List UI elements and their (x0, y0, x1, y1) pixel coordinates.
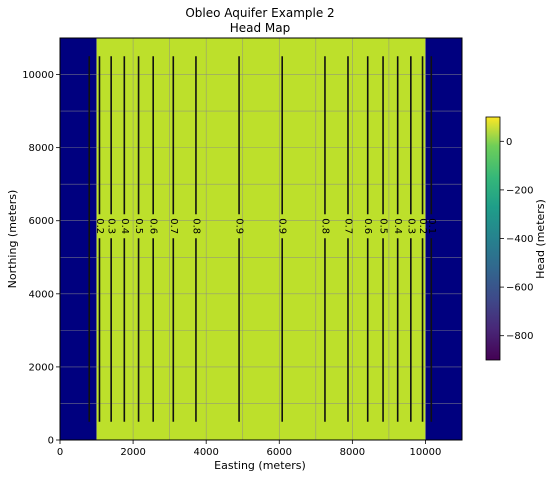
colorbar-label: Head (meters) (534, 199, 547, 279)
x-axis-label: Easting (meters) (214, 459, 306, 472)
contour-label: 0.6 (362, 218, 373, 234)
plot-frame (59, 37, 463, 441)
colorbar-gradient (485, 116, 501, 361)
contour-label: 0.7 (168, 218, 179, 234)
contour-label: 0.4 (392, 218, 403, 234)
contour-label: 0.5 (133, 218, 144, 234)
contour-label: 0.9 (234, 218, 245, 234)
contour-label: 0.2 (417, 218, 428, 234)
active-cells (96, 38, 426, 440)
contour-label: 0.6 (148, 218, 159, 234)
plot-area: 0.2 0.3 0.4 0.5 0.6 0.7 0.8 0.9 0.9 0.8 0.7 0.6 0.5 0… (59, 37, 463, 441)
contour-lines (88, 56, 433, 422)
contour-label: 0.5 (378, 218, 389, 234)
y-tick-label: 0 (48, 436, 54, 447)
x-tick-label: 6000 (267, 447, 292, 458)
chart-subtitle: Head Map (230, 21, 291, 35)
colorbar-tick-label: −400 (506, 234, 533, 245)
contour-label: 0.4 (119, 218, 130, 234)
x-tick-label: 0 (57, 447, 63, 458)
colorbar-tick-label: −200 (506, 185, 533, 196)
x-tick-label: 8000 (340, 447, 365, 458)
x-axis-ticks: 0 2000 4000 6000 8000 10000 (57, 440, 442, 458)
contour-label: 0.2 (94, 218, 105, 234)
colorbar-tick-label: 0 (506, 137, 512, 148)
x-tick-label: 2000 (120, 447, 145, 458)
contour-labels: 0.2 0.3 0.4 0.5 0.6 0.7 0.8 0.9 0.9 0.8 0.7 0.6 0.5 0… (94, 218, 437, 234)
y-axis-ticks: 0 2000 4000 6000 8000 10000 (22, 70, 60, 447)
contour-label: 0.7 (342, 218, 353, 234)
x-tick-label: 10000 (410, 447, 442, 458)
colorbar-tick-label: −600 (506, 283, 533, 294)
y-tick-label: 2000 (29, 362, 54, 373)
contour-label: 0.3 (106, 218, 117, 234)
contour-label: 0.1 (426, 218, 437, 234)
grid-lines (60, 38, 462, 440)
contour-label: 0.9 (277, 218, 288, 234)
x-tick-label: 4000 (193, 447, 218, 458)
contour-label: 0.8 (190, 218, 201, 234)
y-tick-label: 6000 (29, 216, 54, 227)
y-tick-label: 8000 (29, 143, 54, 154)
colorbar-tick-label: −800 (506, 331, 533, 342)
y-tick-label: 4000 (29, 289, 54, 300)
y-tick-label: 10000 (22, 70, 54, 81)
colorbar-ticks: 0 −200 −400 −600 −800 (500, 137, 533, 342)
colorbar: 0 −200 −400 −600 −800 Head (meters) (485, 116, 547, 361)
chart-title: Obleo Aquifer Example 2 (185, 6, 334, 20)
contour-label: 0.8 (319, 218, 330, 234)
contour-label: 0.3 (405, 218, 416, 234)
y-axis-label: Northing (meters) (6, 190, 19, 289)
